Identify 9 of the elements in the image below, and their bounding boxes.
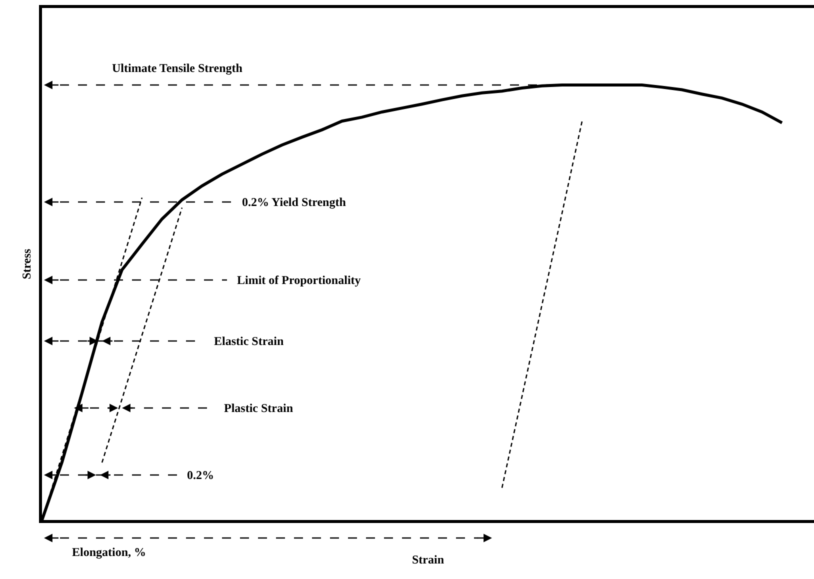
annotation: 0.2% Yield Strength (242, 195, 346, 209)
text: Elongation, % (72, 545, 146, 559)
annotation: Elastic Strain (214, 334, 284, 348)
annotation: 0.2% (187, 468, 214, 482)
annotation: Plastic Strain (224, 401, 294, 415)
x-axis-title: Strain (412, 552, 444, 567)
y-axis-title: Stress (20, 248, 34, 280)
text: Ultimate Tensile Strength (112, 61, 243, 75)
annotation: Limit of Proportionality (237, 273, 361, 287)
